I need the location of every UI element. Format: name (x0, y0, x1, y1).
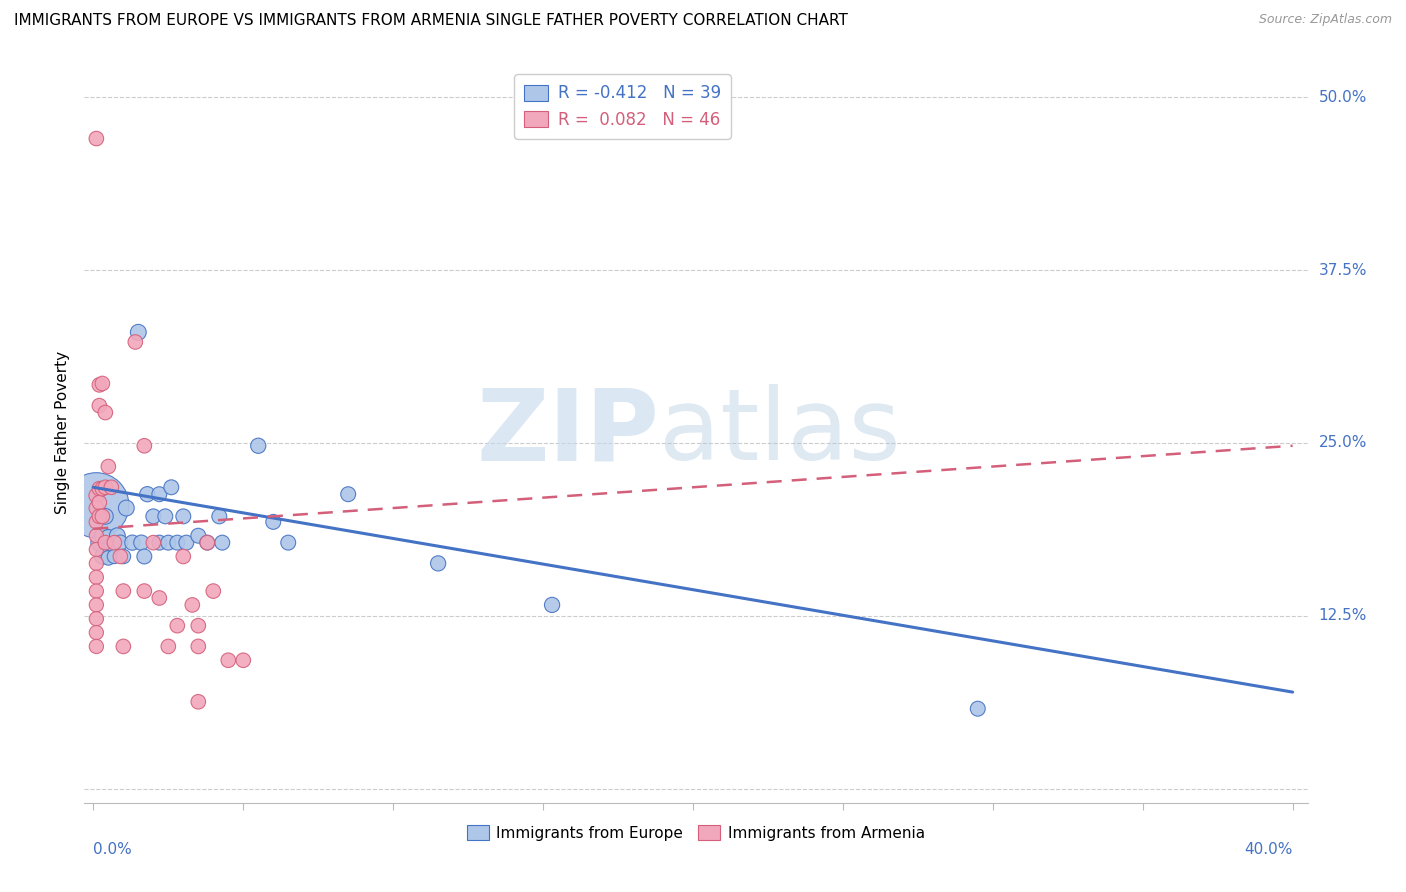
Point (91, 376, 114, 391)
Point (174, 535, 197, 549)
Text: 50.0%: 50.0% (1319, 89, 1367, 104)
Point (112, 584, 135, 599)
Point (121, 535, 143, 549)
Text: 12.5%: 12.5% (1319, 608, 1367, 624)
Point (89, 535, 111, 549)
Point (195, 535, 218, 549)
Point (148, 535, 170, 549)
Point (97, 459, 120, 474)
Point (86, 131, 108, 145)
Text: ZIP: ZIP (477, 384, 659, 481)
Point (202, 584, 225, 599)
Point (103, 535, 125, 549)
Point (112, 549, 135, 564)
Point (86, 570, 108, 584)
Point (100, 537, 122, 551)
Text: Source: ZipAtlas.com: Source: ZipAtlas.com (1258, 13, 1392, 27)
Point (148, 591, 170, 605)
Point (89, 482, 111, 496)
Point (966, 702, 988, 716)
Point (142, 535, 165, 549)
Point (89, 509, 111, 524)
Point (86, 612, 108, 626)
Point (172, 509, 194, 524)
Point (103, 549, 125, 564)
Point (86, 529, 108, 543)
Point (262, 515, 284, 529)
Point (124, 334, 146, 349)
Point (155, 509, 177, 524)
Point (89, 399, 111, 413)
Text: 40.0%: 40.0% (1244, 842, 1292, 856)
Point (105, 529, 128, 543)
Point (187, 695, 209, 709)
Point (94, 535, 117, 549)
Point (166, 535, 188, 549)
Point (94, 406, 117, 420)
Point (112, 640, 135, 654)
Point (97, 530, 120, 544)
Point (134, 439, 156, 453)
Point (247, 439, 270, 453)
Point (337, 487, 360, 501)
Point (211, 535, 233, 549)
Point (86, 598, 108, 612)
Point (94, 509, 117, 524)
Point (277, 535, 299, 549)
Point (217, 653, 239, 667)
Point (157, 640, 180, 654)
Point (127, 326, 149, 340)
Point (110, 549, 132, 564)
Point (134, 549, 156, 564)
Point (232, 653, 254, 667)
Point (157, 535, 180, 549)
Point (86, 584, 108, 599)
Point (89, 495, 111, 509)
Point (136, 487, 159, 501)
Point (91, 549, 114, 564)
Text: 25.0%: 25.0% (1319, 435, 1367, 450)
Point (91, 509, 114, 524)
Point (86, 640, 108, 654)
Text: 0.0%: 0.0% (93, 842, 132, 856)
Point (89, 377, 111, 392)
Text: atlas: atlas (659, 384, 901, 481)
Point (541, 598, 564, 612)
Point (86, 542, 108, 557)
Point (181, 598, 204, 612)
Point (110, 535, 132, 549)
Point (187, 618, 209, 632)
Point (91, 482, 114, 496)
Y-axis label: Single Father Poverty: Single Father Poverty (55, 351, 70, 514)
Point (86, 489, 108, 503)
Point (142, 509, 165, 524)
Point (187, 529, 209, 543)
Point (86, 557, 108, 571)
Point (86, 625, 108, 640)
Point (208, 509, 231, 524)
Point (86, 515, 108, 529)
Point (100, 480, 122, 494)
Point (427, 557, 450, 571)
Point (172, 549, 194, 564)
Text: 37.5%: 37.5% (1319, 262, 1367, 277)
Point (148, 487, 170, 501)
Point (195, 535, 218, 549)
Point (86, 498, 108, 512)
Point (187, 640, 209, 654)
Point (134, 584, 156, 599)
Point (91, 529, 114, 543)
Point (97, 550, 120, 565)
Point (131, 535, 153, 549)
Point (94, 480, 117, 494)
Text: IMMIGRANTS FROM EUROPE VS IMMIGRANTS FROM ARMENIA SINGLE FATHER POVERTY CORRELAT: IMMIGRANTS FROM EUROPE VS IMMIGRANTS FRO… (14, 13, 848, 29)
Point (160, 480, 183, 494)
Point (166, 618, 188, 632)
Legend: Immigrants from Europe, Immigrants from Armenia: Immigrants from Europe, Immigrants from … (461, 819, 931, 847)
Point (115, 501, 138, 516)
Point (86, 501, 108, 516)
